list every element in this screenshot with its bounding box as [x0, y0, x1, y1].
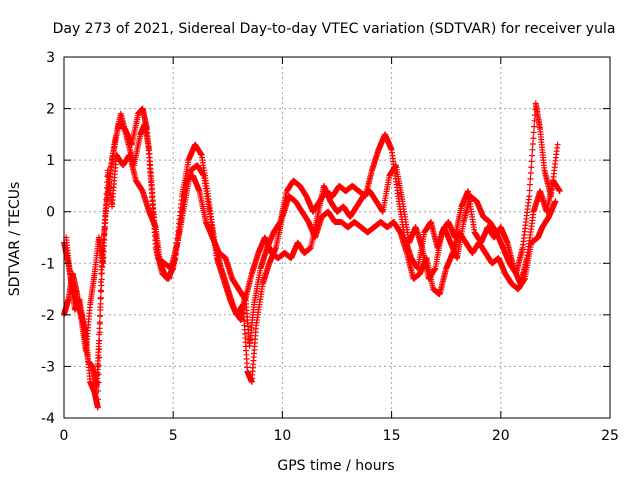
data-point — [556, 188, 563, 195]
y-tick-label: -4 — [41, 411, 55, 427]
data-point — [528, 164, 535, 171]
data-point — [526, 193, 533, 200]
data-point — [94, 404, 101, 411]
data-point — [529, 152, 536, 159]
data-point — [103, 202, 110, 209]
x-tick-label: 10 — [273, 428, 291, 444]
data-point — [95, 387, 102, 394]
data-point — [97, 313, 104, 320]
x-tick-label: 20 — [492, 428, 510, 444]
data-point — [95, 396, 102, 403]
data-point — [530, 135, 537, 142]
data-point — [100, 248, 107, 255]
data-points — [61, 100, 563, 411]
x-tick-label: 15 — [383, 428, 401, 444]
data-point — [530, 129, 537, 136]
data-point — [100, 254, 107, 261]
y-axis-label: SDTVAR / TECUs — [7, 182, 23, 297]
data-point — [527, 181, 534, 188]
y-tick-label: 0 — [46, 205, 55, 221]
x-tick-labels: 0 5 10 15 20 25 — [60, 428, 619, 444]
y-tick-label: -3 — [41, 359, 55, 375]
data-point — [529, 146, 536, 153]
data-point — [103, 190, 110, 197]
data-point — [98, 276, 105, 283]
y-tick-labels: -4 -3 -2 -1 0 1 2 3 — [41, 50, 55, 427]
data-point — [100, 260, 107, 267]
data-point — [527, 175, 534, 182]
plot-frame — [63, 56, 611, 419]
y-tick-label: -2 — [41, 308, 55, 324]
series-3 — [61, 151, 563, 354]
data-point — [96, 331, 103, 338]
data-point — [96, 325, 103, 332]
data-point — [101, 237, 108, 244]
data-point — [529, 141, 536, 148]
data-point — [98, 282, 105, 289]
data-point — [96, 319, 103, 326]
data-point — [97, 307, 104, 314]
data-point — [528, 158, 535, 165]
chart-title: Day 273 of 2021, Sidereal Day-to-day VTE… — [53, 21, 616, 37]
data-point — [552, 198, 559, 205]
x-axis-label: GPS time / hours — [277, 458, 394, 474]
x-tick-label: 0 — [60, 428, 69, 444]
data-point — [98, 288, 105, 295]
y-tick-label: 3 — [46, 50, 55, 66]
data-point — [102, 213, 109, 220]
y-tick-label: -1 — [41, 256, 55, 272]
axis-ticks — [63, 56, 611, 419]
data-point — [527, 170, 534, 177]
data-point — [102, 219, 109, 226]
data-point — [97, 294, 104, 301]
data-point — [98, 270, 105, 277]
data-point — [526, 187, 533, 194]
data-point — [531, 123, 538, 130]
data-point — [99, 264, 106, 271]
data-point — [97, 300, 104, 307]
data-point — [102, 208, 109, 215]
x-tick-label: 25 — [601, 428, 619, 444]
data-point — [101, 242, 108, 249]
y-tick-label: 2 — [46, 102, 55, 118]
data-point — [101, 231, 108, 238]
x-tick-label: 5 — [169, 428, 178, 444]
data-point — [95, 337, 102, 344]
y-tick-label: 1 — [46, 153, 55, 169]
data-point — [554, 141, 561, 148]
data-point — [101, 225, 108, 232]
